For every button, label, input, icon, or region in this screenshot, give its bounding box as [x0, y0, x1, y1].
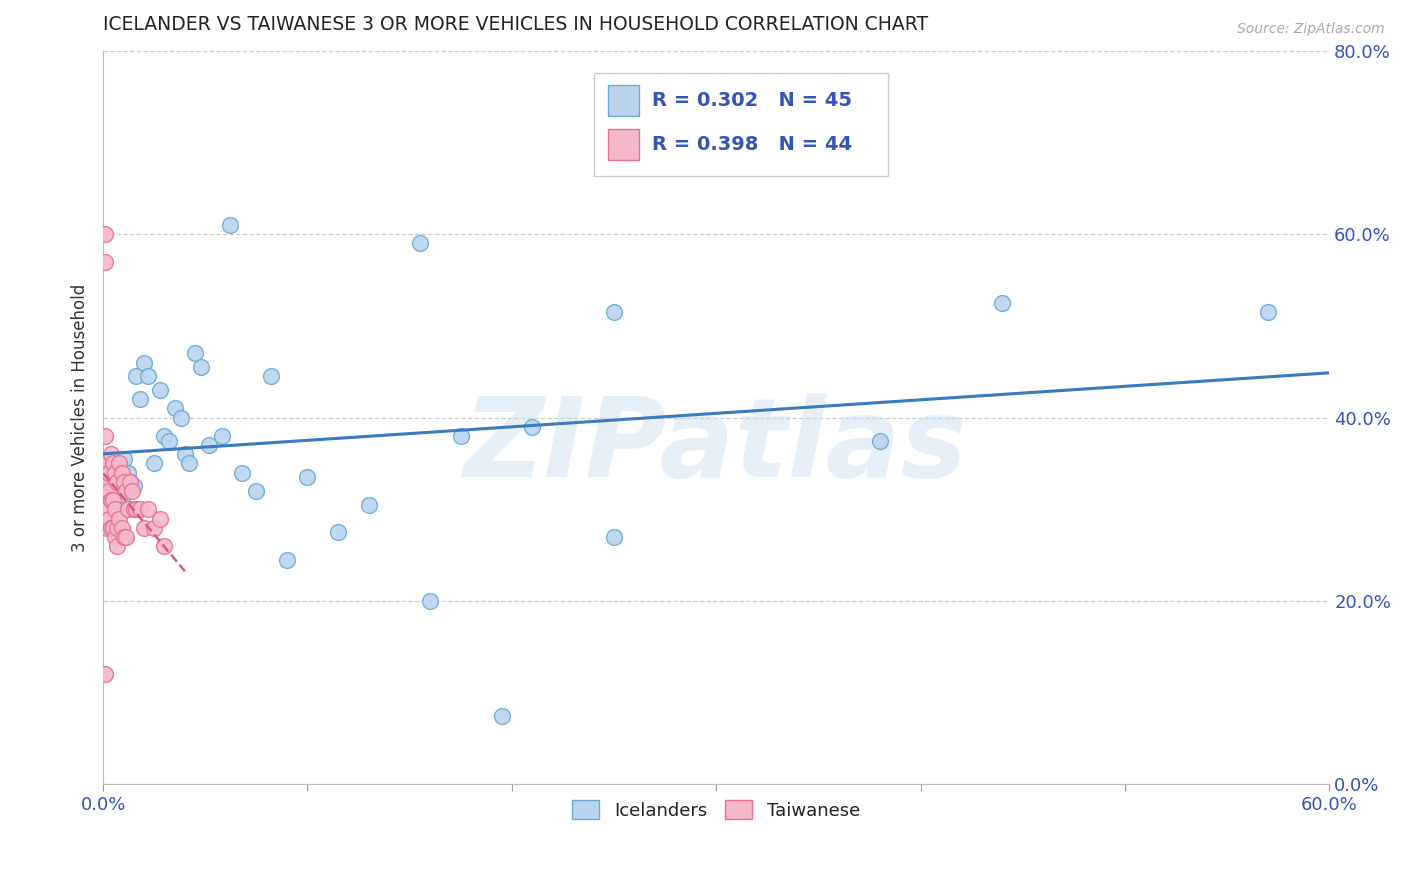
Point: [136, 369, 159, 384]
Point: [173, 447, 195, 461]
Point: [149, 383, 172, 397]
Point: [184, 346, 207, 360]
Point: [110, 466, 132, 480]
Point: [104, 530, 127, 544]
Point: [603, 305, 626, 319]
Text: R = 0.398   N = 44: R = 0.398 N = 44: [652, 136, 852, 154]
Point: [522, 419, 544, 434]
Point: [122, 502, 145, 516]
Point: [869, 434, 891, 448]
Point: [190, 360, 212, 375]
Point: [100, 447, 122, 461]
Point: [276, 553, 298, 567]
Point: [132, 521, 155, 535]
Point: [98, 483, 121, 498]
Point: [114, 502, 136, 516]
Point: [112, 475, 135, 489]
Text: ZIPatlas: ZIPatlas: [464, 393, 969, 500]
Point: [114, 530, 136, 544]
Point: [121, 483, 143, 498]
Point: [98, 451, 121, 466]
Point: [114, 483, 136, 498]
Point: [198, 438, 221, 452]
Point: [100, 521, 122, 535]
Point: [132, 356, 155, 370]
Point: [157, 434, 180, 448]
Point: [297, 470, 319, 484]
Point: [177, 457, 200, 471]
Point: [991, 296, 1014, 310]
Point: [409, 236, 432, 251]
Point: [94, 429, 117, 443]
Point: [103, 457, 125, 471]
Point: [107, 539, 129, 553]
Point: [231, 466, 253, 480]
Point: [136, 502, 159, 516]
Point: [112, 530, 135, 544]
Point: [107, 475, 129, 489]
Point: [94, 483, 117, 498]
Point: [1257, 305, 1279, 319]
Point: [122, 479, 145, 493]
Point: [125, 502, 148, 516]
Point: [96, 475, 118, 489]
Point: [260, 369, 283, 384]
Point: [110, 521, 132, 535]
Point: [103, 493, 125, 508]
Point: [143, 521, 166, 535]
Point: [143, 457, 166, 471]
Point: [110, 493, 132, 508]
Point: [491, 708, 513, 723]
Point: [108, 457, 131, 471]
Point: [603, 530, 626, 544]
Point: [357, 498, 380, 512]
Point: [104, 466, 127, 480]
Point: [103, 475, 125, 489]
Point: [107, 521, 129, 535]
Point: [419, 594, 441, 608]
Point: [96, 502, 118, 516]
Point: [450, 429, 472, 443]
Text: ICELANDER VS TAIWANESE 3 OR MORE VEHICLES IN HOUSEHOLD CORRELATION CHART: ICELANDER VS TAIWANESE 3 OR MORE VEHICLE…: [103, 15, 928, 34]
Point: [170, 410, 193, 425]
Point: [104, 507, 127, 521]
Point: [218, 218, 240, 232]
Point: [129, 392, 152, 407]
Point: [117, 466, 139, 480]
Point: [98, 511, 121, 525]
Point: [245, 483, 267, 498]
Point: [125, 369, 148, 384]
Point: [107, 466, 129, 480]
Point: [108, 461, 131, 475]
Point: [100, 493, 122, 508]
Point: [112, 451, 135, 466]
Point: [118, 475, 141, 489]
Point: [153, 429, 176, 443]
Point: [129, 502, 152, 516]
Point: [153, 539, 176, 553]
FancyBboxPatch shape: [609, 129, 638, 161]
Text: R = 0.302   N = 45: R = 0.302 N = 45: [652, 91, 852, 111]
Point: [94, 227, 117, 242]
Text: Source: ZipAtlas.com: Source: ZipAtlas.com: [1237, 22, 1385, 37]
Point: [117, 502, 139, 516]
Point: [326, 525, 349, 540]
Point: [94, 667, 117, 681]
Point: [118, 475, 141, 489]
Legend: Icelanders, Taiwanese: Icelanders, Taiwanese: [565, 793, 868, 827]
Point: [108, 511, 131, 525]
Y-axis label: 3 or more Vehicles in Household: 3 or more Vehicles in Household: [72, 284, 89, 552]
Point: [211, 429, 233, 443]
Point: [94, 254, 117, 268]
Point: [98, 466, 121, 480]
Point: [94, 466, 117, 480]
Point: [163, 401, 186, 416]
FancyBboxPatch shape: [609, 86, 638, 116]
Point: [96, 521, 118, 535]
FancyBboxPatch shape: [593, 73, 887, 176]
Point: [96, 457, 118, 471]
Point: [104, 502, 127, 516]
Point: [103, 521, 125, 535]
Point: [149, 511, 172, 525]
